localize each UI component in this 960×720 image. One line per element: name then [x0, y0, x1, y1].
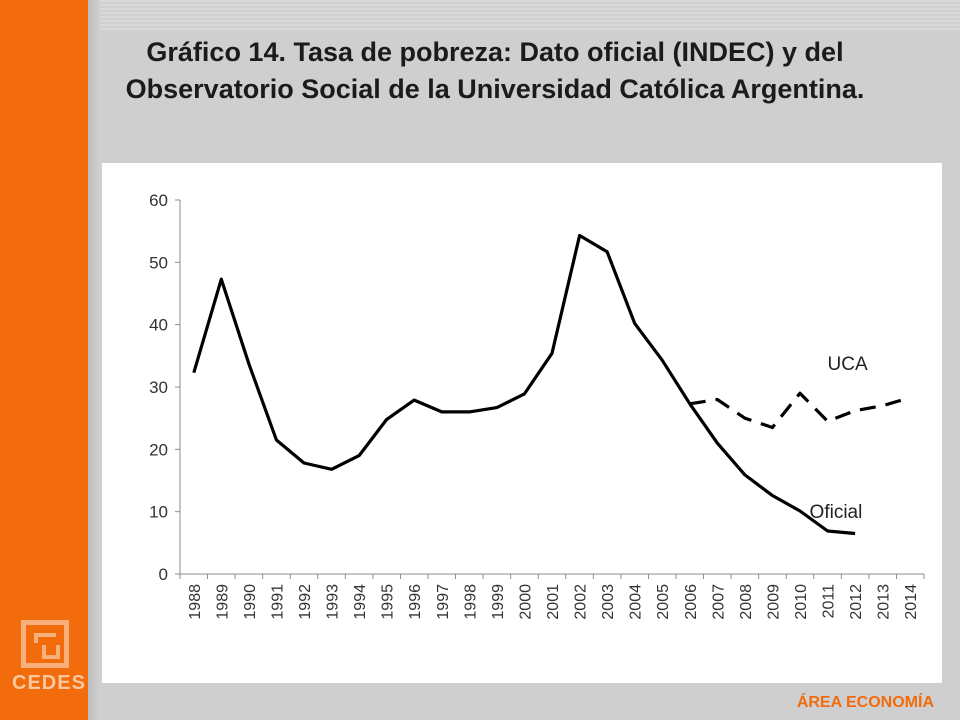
x-tick-label: 2007	[710, 584, 727, 620]
x-tick-label: 1994	[352, 584, 369, 620]
x-tick-label: 1989	[214, 584, 231, 620]
x-tick-label: 1990	[242, 584, 259, 620]
x-tick-label: 1988	[187, 584, 204, 620]
x-tick-label: 2006	[683, 584, 700, 620]
y-tick-label: 60	[149, 191, 168, 210]
x-tick-label: 2012	[848, 584, 865, 620]
cedes-logo-text: CEDES	[12, 672, 86, 694]
y-tick-label: 30	[149, 378, 168, 397]
left-accent-bar	[0, 0, 88, 720]
y-tick-label: 0	[159, 565, 168, 584]
x-tick-label: 2002	[573, 584, 590, 620]
chart-axes: 0 10 20 30 40 50 60 1988 1989 1990 1991 1992 1993 199…	[149, 191, 925, 620]
chart-title: Gráfico 14. Tasa de pobreza: Dato oficia…	[125, 37, 865, 104]
chart-panel: 0 10 20 30 40 50 60 1988 1989 1990 1991 1992 1993 199…	[102, 163, 942, 683]
series-line-oficial	[192, 233, 856, 536]
header-stripes	[100, 0, 960, 30]
left-bar-shadow	[88, 0, 100, 720]
x-tick-label: 2011	[821, 584, 838, 619]
x-tick-label: 1993	[325, 584, 342, 620]
x-tick-label: 2005	[655, 584, 672, 620]
series-label-uca: UCA	[828, 354, 868, 375]
x-tick-label: 2014	[903, 584, 920, 620]
series-line-uca	[689, 391, 911, 430]
y-tick-label: 40	[149, 316, 168, 335]
x-tick-label: 1999	[490, 584, 507, 620]
x-tick-label: 1995	[380, 584, 397, 620]
x-tick-label: 2003	[600, 584, 617, 620]
poverty-line-chart: 0 10 20 30 40 50 60 1988 1989 1990 1991 1992 1993 199…	[149, 191, 925, 620]
x-tick-label: 2001	[545, 584, 562, 620]
y-tick-label: 50	[149, 253, 168, 272]
x-tick-label: 1998	[462, 584, 479, 620]
x-tick-label: 1992	[297, 584, 314, 620]
x-tick-label: 2008	[738, 584, 755, 620]
x-tick-label: 2010	[793, 584, 810, 620]
x-tick-label: 1991	[269, 584, 286, 620]
y-tick-label: 20	[149, 440, 168, 459]
x-tick-label: 2000	[517, 584, 534, 620]
series-label-oficial: Oficial	[810, 502, 863, 523]
x-tick-label: 2004	[628, 584, 645, 620]
x-tick-label: 1997	[435, 584, 452, 620]
chart-series	[192, 233, 911, 536]
footer-area-label: ÁREA ECONOMÍA	[796, 694, 934, 711]
x-tick-label: 2013	[876, 584, 893, 620]
x-tick-label: 2009	[765, 584, 782, 620]
cedes-logo: CEDES	[12, 620, 86, 695]
x-tick-label: 1996	[407, 584, 424, 620]
cedes-logo-icon	[21, 620, 69, 668]
y-tick-label: 10	[149, 503, 168, 522]
chart-series-labels: Oficial UCA	[810, 354, 868, 523]
